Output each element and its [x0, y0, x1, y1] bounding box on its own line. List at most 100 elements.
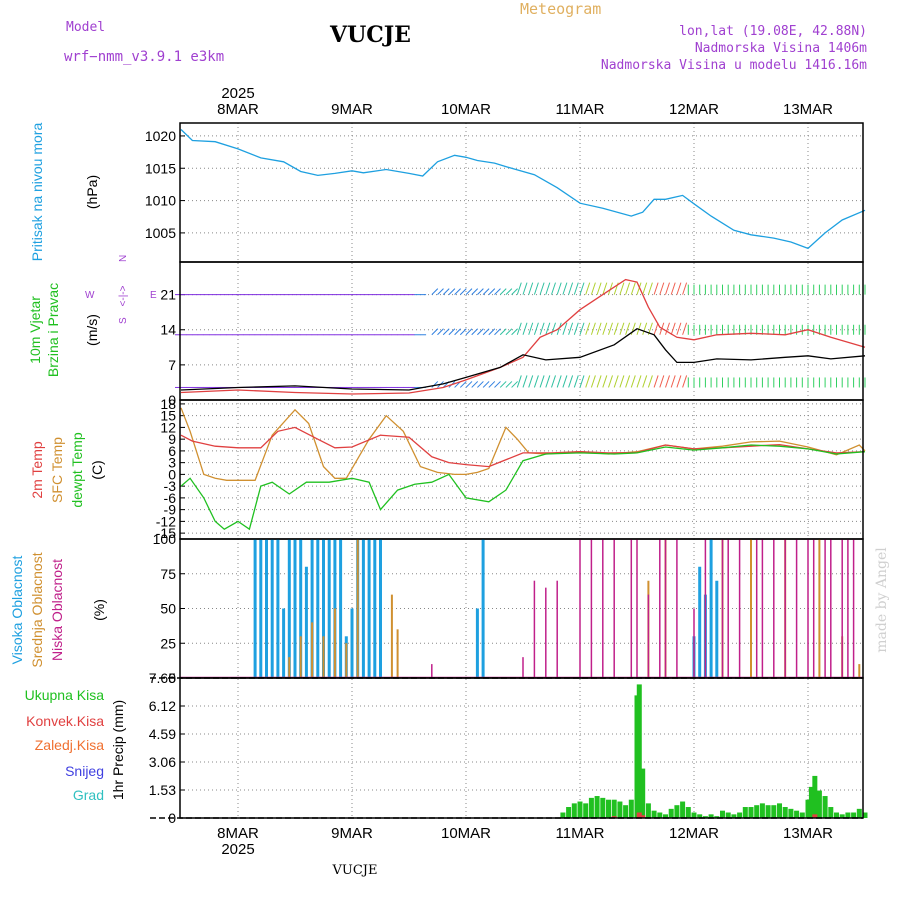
wind-arrow [676, 375, 682, 388]
wind-arrow [454, 288, 461, 295]
wind-arrow [670, 322, 676, 335]
precip-total-bar [668, 808, 674, 818]
precip-total-bar [862, 812, 868, 818]
wind-arrow [653, 282, 659, 295]
wind-arrow [642, 375, 648, 388]
wind-arrow [499, 328, 507, 336]
precip-total-bar [636, 684, 642, 818]
precip-total-bar [628, 799, 634, 818]
top-day-label: 12MAR [669, 101, 719, 118]
y-tick-label: 1.53 [149, 782, 176, 798]
y-tick-label: 14 [160, 322, 176, 338]
precip-conv-bar [636, 812, 642, 818]
wind-arrow [551, 375, 556, 388]
precip-total-bar [583, 803, 589, 818]
y-tick-label: 50 [160, 601, 176, 617]
y-tick-label: 1015 [145, 160, 176, 176]
y-tick-label: 4.59 [149, 726, 176, 742]
wind-mean-line [180, 327, 866, 391]
precip-total-bar [691, 812, 697, 818]
precip-total-bar [645, 803, 651, 818]
wind-arrow [630, 375, 636, 388]
precip-total-bar [560, 812, 566, 818]
y-tick-label: 75 [160, 566, 176, 582]
precip-total-bar [640, 768, 646, 818]
precip-conv-bar [640, 815, 646, 818]
wind-arrow [562, 322, 568, 335]
precip-total-bar [782, 807, 788, 818]
bottom-year-label: 2025 [221, 841, 254, 858]
precip-total-bar [828, 807, 834, 818]
precip-total-bar [731, 814, 737, 818]
wind-arrow [522, 322, 528, 335]
precip-total-bar [720, 810, 725, 818]
wind-arrow [482, 381, 490, 388]
wind-arrow [465, 381, 473, 388]
wind-arrow [454, 328, 461, 336]
wind-arrow [585, 282, 591, 295]
y-tick-label: 3 [168, 455, 176, 471]
bottom-day-label: 11MAR [556, 825, 605, 842]
y-tick-label: 7 [168, 357, 176, 373]
model-name: wrf−nmm_v3.9.1 e3km [64, 49, 225, 65]
wind-arrow [482, 328, 490, 336]
precip-legend-item: Konvek.Kisa [26, 713, 104, 729]
y-tick-label: -9 [164, 502, 177, 518]
wind-arrow [499, 288, 507, 295]
bottom-day-label: 8MAR [217, 825, 259, 842]
wind-arrow [477, 288, 484, 295]
wind-arrow [630, 282, 636, 295]
temp-label-sfc: SFC Temp [49, 437, 65, 503]
precip-total-bar [594, 796, 600, 818]
y-tick-label: -12 [156, 513, 176, 529]
wind-arrow [539, 322, 545, 335]
cloud-label-high: Visoka Oblacnost [9, 556, 25, 665]
wind-gust-line [180, 278, 866, 395]
cloud-unit: (%) [91, 599, 107, 621]
precip-legend-item: Snijeg [65, 763, 104, 779]
wind-arrow [448, 288, 456, 295]
wind-arrow [619, 282, 625, 295]
wind-arrow [642, 282, 648, 295]
wind-arrow [568, 375, 574, 388]
precip-total-bar [674, 805, 680, 818]
wind-arrow [608, 282, 613, 295]
wind-rose-w: W [85, 290, 95, 301]
wind-arrow [562, 375, 568, 388]
wind-arrow [670, 282, 676, 295]
wind-label-2: Brzina i Pravac [45, 283, 61, 377]
wind-arrow [511, 328, 518, 336]
wind-arrow [528, 322, 534, 335]
wind-arrow [665, 322, 670, 335]
wind-arrow [596, 322, 602, 335]
y-tick-label: -6 [164, 490, 177, 506]
wind-arrow [665, 375, 670, 388]
wind-arrow [465, 328, 473, 336]
wind-arrow [471, 288, 479, 295]
wind-arrow [676, 282, 682, 295]
y-tick-label: 12 [160, 419, 176, 435]
wind-arrow [625, 375, 631, 388]
precip-total-bar [702, 816, 708, 818]
wind-arrow [670, 375, 676, 388]
wind-arrow [659, 375, 665, 388]
y-tick-label: 21 [160, 287, 176, 303]
wind-arrow [511, 288, 518, 295]
precip-total-bar [708, 814, 714, 818]
wind-arrow [442, 288, 450, 295]
top-day-label: 9MAR [331, 101, 373, 118]
watermark: made by Angel [874, 547, 890, 653]
model-label: Model [66, 20, 106, 35]
wind-arrow [516, 322, 522, 335]
wind-arrow [573, 282, 579, 295]
top-day-label: 13MAR [783, 101, 833, 118]
wind-arrow [647, 375, 653, 388]
top-day-label: 8MAR [217, 101, 259, 118]
wind-arrow [590, 375, 596, 388]
wind-arrow [562, 282, 568, 295]
precip-total-bar [771, 805, 777, 818]
wind-arrow [579, 282, 585, 295]
wind-arrow [528, 375, 534, 388]
meteogram-label: Meteogram [520, 0, 602, 18]
y-tick-label: 100 [153, 531, 177, 547]
